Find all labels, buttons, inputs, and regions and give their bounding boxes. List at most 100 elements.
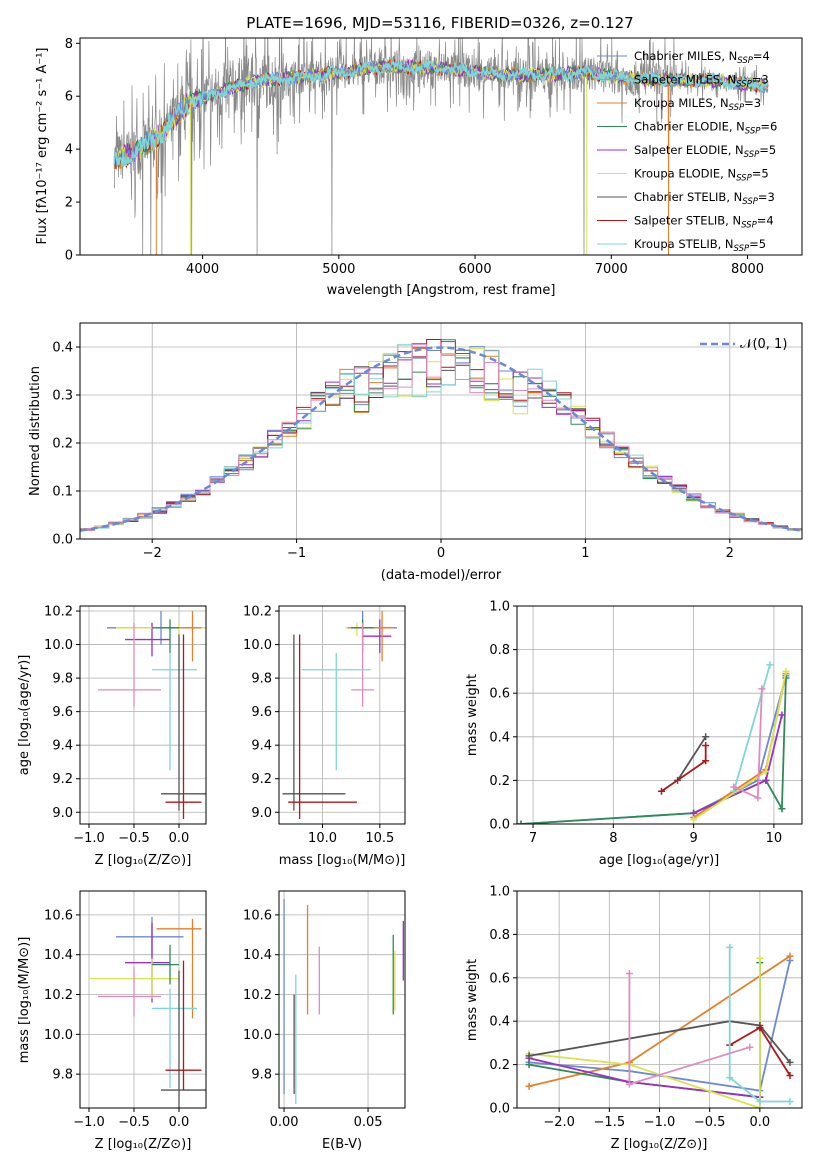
age-vs-Z-ytick-label: 9.4: [52, 739, 73, 754]
mw-Z-series-line: [728, 947, 790, 1103]
age-vs-mass-xtick-label: 10.0: [308, 831, 337, 846]
mw-Z-series-line: [528, 960, 791, 1092]
mass-vs-ebv-ytick-label: 10.6: [243, 908, 272, 923]
age-vs-mass-ytick-label: 9.8: [251, 672, 272, 687]
histogram-xtick-label: 0: [437, 546, 445, 561]
mw-Z-xtick-label: −1.0: [644, 1115, 676, 1130]
mass-vs-ebv-panel: 0.00 0.05 9.8 10.0 10.2 10.4 10.6 E(B-V): [243, 890, 406, 1152]
mass-vs-Z-ytick-label: 10.4: [44, 948, 73, 963]
histogram-ylabel: Normed distribution: [28, 366, 43, 496]
mw-Z-ytick-label: 1.0: [489, 885, 510, 900]
mass-vs-ebv-xtick-label: 0.05: [354, 1115, 383, 1130]
histogram-ytick-label: 0.3: [52, 389, 73, 404]
mw-Z-point-marker: [726, 1074, 734, 1082]
mw-Z-point-marker: [786, 952, 794, 960]
histogram-ytick-label: 0.2: [52, 437, 73, 452]
mw-Z-point-marker: [786, 1071, 794, 1079]
mw-Z-point-marker: [786, 1058, 794, 1066]
mw-age-ytick-label: 0.0: [489, 818, 510, 833]
mw-age-point-marker: [658, 787, 666, 795]
mw-Z-point-marker: [726, 943, 734, 951]
spectrum-legend-label: Chabrier MILES, NSSP=4: [634, 49, 770, 66]
histogram-ytick-label: 0.4: [52, 341, 73, 356]
mw-age-point-marker: [702, 757, 710, 765]
mw-age-point-marker: [702, 742, 710, 750]
histogram-ytick-label: 0.0: [52, 533, 73, 548]
spectrum-legend-label: Kroupa STELIB, NSSP=5: [634, 237, 766, 254]
mw-age-ytick-label: 0.6: [489, 687, 510, 702]
mw-age-point-marker: [778, 711, 786, 719]
age-vs-Z-ytick-label: 10.0: [44, 638, 73, 653]
mw-age-point-marker: [758, 685, 766, 693]
mw-Z-point-marker: [525, 1052, 533, 1060]
spectrum-data-line: [113, 38, 769, 255]
spectrum-xtick-label: 4000: [186, 262, 219, 277]
age-vs-Z-ytick-label: 9.6: [52, 705, 73, 720]
mass-vs-Z-panel: −1.0 −0.5 0.0 9.8 10.0 10.2 10.4 10.6 Z [log₁₀(…: [17, 890, 207, 1152]
mw-age-ytick-label: 0.4: [489, 730, 510, 745]
mw-Z-point-marker: [756, 1024, 764, 1032]
spectrum-ytick-label: 4: [65, 143, 73, 158]
mw-Z-point-marker: [756, 954, 764, 962]
mw-age-xtick-label: 10: [766, 831, 783, 846]
age-vs-Z-ytick-label: 9.2: [52, 772, 73, 787]
mw-age-series-line: [693, 714, 783, 814]
spectrum-ytick-label: 8: [65, 37, 73, 52]
mw-age-ytick-label: 0.8: [489, 643, 510, 658]
histogram-xtick-label: 1: [581, 546, 589, 561]
spectrum-panel: 4000 5000 6000 7000 8000 0 2 4 6 8 wavelength [An…: [35, 37, 803, 298]
mw-Z-xlabel: Z [log₁₀(Z/Z⊙)]: [611, 1137, 708, 1152]
mass-weight-vs-age-panel: 7 8 9 10 0.0 0.2 0.4 0.6 0.8 1.0 age [log₁₀(age/y…: [465, 600, 803, 868]
mw-Z-ylabel: mass weight: [465, 959, 480, 1041]
mw-Z-series-line: [528, 962, 761, 1099]
normal-legend-label: 𝒩(0, 1): [740, 337, 787, 352]
mw-Z-point-marker: [756, 1104, 764, 1108]
mw-age-point-marker: [762, 768, 770, 776]
histogram-xtick-label: 2: [726, 546, 734, 561]
age-vs-mass-ytick-label: 10.2: [243, 605, 272, 620]
spectrum-xtick-label: 7000: [595, 262, 628, 277]
mw-age-point-marker: [762, 776, 770, 784]
spectrum-xlabel: wavelength [Angstrom, rest frame]: [327, 283, 556, 298]
spectrum-ytick-label: 6: [65, 90, 73, 105]
mass-vs-ebv-ytick-label: 10.0: [243, 1028, 272, 1043]
mw-age-xtick-label: 8: [609, 831, 617, 846]
mass-vs-Z-ylabel: mass [log₁₀(M/M⊙)]: [17, 937, 32, 1064]
mw-Z-point-marker: [625, 969, 633, 977]
age-vs-mass-panel: 10.0 10.5 9.0 9.2 9.4 9.6 9.8 10.0 10.2 mass [lo…: [243, 605, 406, 868]
histogram-xlabel: (data-model)/error: [381, 568, 502, 583]
histogram-xtick-label: −2: [143, 546, 162, 561]
age-vs-mass-ytick-label: 9.2: [251, 772, 272, 787]
mw-age-point-marker: [702, 733, 710, 741]
age-vs-mass-ytick-label: 10.0: [243, 638, 272, 653]
figure-title: PLATE=1696, MJD=53116, FIBERID=0326, z=0…: [246, 14, 633, 32]
spectrum-ytick-label: 0: [65, 249, 73, 264]
mass-vs-Z-xlabel: Z [log₁₀(Z/Z⊙)]: [95, 1137, 192, 1152]
age-vs-Z-ytick-label: 9.0: [52, 806, 73, 821]
age-vs-mass-xtick-label: 10.5: [365, 831, 394, 846]
mw-Z-ytick-label: 0.6: [489, 971, 510, 986]
mw-age-point-marker: [754, 794, 762, 802]
mass-vs-Z-xtick-label: 0.0: [169, 1115, 190, 1130]
spectrum-legend-label: Kroupa MILES, NSSP=3: [634, 96, 761, 113]
mass-vs-ebv-ytick-label: 9.8: [251, 1068, 272, 1083]
mw-age-point-marker: [766, 661, 774, 669]
age-vs-Z-xlabel: Z [log₁₀(Z/Z⊙)]: [95, 853, 192, 868]
mass-vs-Z-xtick-label: −0.5: [118, 1115, 150, 1130]
mw-age-point-marker: [730, 783, 738, 791]
mw-Z-point-marker: [756, 1097, 764, 1105]
histogram-panel: −2 −1 0 1 2 0.0 0.1 0.2 0.3 0.4 (data-model)/erro…: [28, 322, 803, 583]
spectrum-legend-label: Salpeter STELIB, NSSP=4: [634, 214, 774, 231]
mw-Z-xtick-label: −2.0: [543, 1115, 575, 1130]
spectrum-legend-label: Kroupa ELODIE, NSSP=5: [634, 167, 769, 184]
spectrum-axes: [79, 37, 803, 256]
age-vs-Z-ylabel: age [log₁₀(age/yr)]: [17, 655, 32, 776]
mw-Z-xtick-label: −1.5: [594, 1115, 626, 1130]
mw-Z-point-marker: [786, 1097, 794, 1105]
mw-Z-point-marker: [625, 1080, 633, 1088]
mass-vs-ebv-ytick-label: 10.2: [243, 988, 272, 1003]
mw-Z-xtick-label: −0.5: [694, 1115, 726, 1130]
age-vs-mass-ytick-label: 9.0: [251, 806, 272, 821]
mw-age-xlabel: age [log₁₀(age/yr)]: [599, 853, 720, 868]
mw-age-point-marker: [778, 805, 786, 813]
